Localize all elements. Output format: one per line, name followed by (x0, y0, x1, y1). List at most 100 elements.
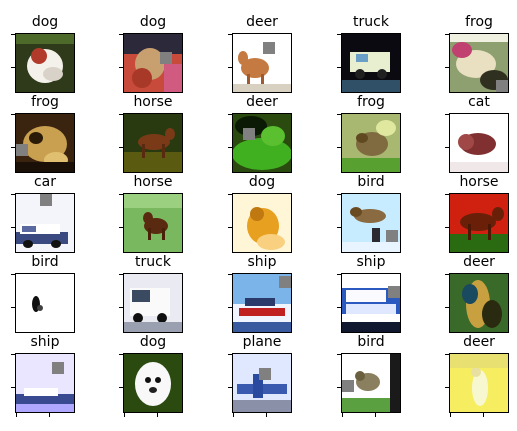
image-label: bird (357, 174, 385, 190)
y-axis-tick (445, 227, 449, 228)
y-axis-tick (337, 227, 341, 228)
y-axis-tick (119, 67, 123, 68)
y-axis-tick (228, 194, 232, 195)
image-content (124, 34, 182, 92)
image-label: cat (468, 94, 490, 110)
y-axis-tick (11, 147, 15, 148)
y-axis-tick (228, 354, 232, 355)
y-axis-tick (445, 307, 449, 308)
image-label: truck (135, 254, 171, 270)
y-axis-tick (228, 147, 232, 148)
y-axis-tick (11, 274, 15, 275)
image-content (233, 354, 291, 412)
image-content (233, 34, 291, 92)
image-thumbnail (15, 113, 75, 173)
image-thumbnail (123, 353, 183, 413)
image-content (233, 274, 291, 332)
x-axis-tick (49, 413, 50, 417)
y-axis-tick (228, 67, 232, 68)
image-thumbnail (123, 273, 183, 333)
image-thumbnail (449, 33, 509, 93)
y-axis-tick (119, 34, 123, 35)
image-content (450, 274, 508, 332)
image-thumbnail (123, 193, 183, 253)
y-axis-tick (11, 194, 15, 195)
occlusion-patch (160, 52, 172, 64)
y-axis-tick (445, 274, 449, 275)
image-thumbnail (449, 273, 509, 333)
y-axis-tick (337, 274, 341, 275)
y-axis-tick (119, 307, 123, 308)
y-axis-tick (337, 387, 341, 388)
y-axis-tick (445, 114, 449, 115)
image-content (342, 114, 400, 172)
y-axis-tick (11, 307, 15, 308)
y-axis-tick (337, 67, 341, 68)
y-axis-tick (119, 147, 123, 148)
y-axis-tick (337, 34, 341, 35)
x-axis-tick (450, 413, 451, 417)
image-content (450, 194, 508, 252)
image-content (450, 114, 508, 172)
occlusion-patch (40, 194, 52, 206)
y-axis-tick (445, 387, 449, 388)
y-axis-tick (11, 34, 15, 35)
x-axis-tick (266, 413, 267, 417)
image-label: dog (139, 14, 167, 30)
y-axis-tick (119, 227, 123, 228)
y-axis-tick (445, 354, 449, 355)
image-content (124, 194, 182, 252)
image-thumbnail (341, 113, 401, 173)
image-label: horse (133, 174, 173, 190)
image-thumbnail (232, 353, 292, 413)
image-label: dog (248, 174, 276, 190)
image-label: ship (247, 254, 277, 270)
image-content (124, 354, 182, 412)
y-axis-tick (228, 307, 232, 308)
y-axis-tick (119, 194, 123, 195)
image-content (16, 194, 74, 252)
x-axis-tick (16, 413, 17, 417)
image-label: deer (246, 94, 278, 110)
x-axis-tick (342, 413, 343, 417)
image-thumbnail (123, 113, 183, 173)
x-axis-tick (483, 413, 484, 417)
occlusion-patch (263, 42, 275, 54)
y-axis-tick (228, 114, 232, 115)
image-label: bird (357, 334, 385, 350)
image-thumbnail (232, 33, 292, 93)
y-axis-tick (228, 227, 232, 228)
image-thumbnail (232, 193, 292, 253)
y-axis-tick (445, 194, 449, 195)
image-label: frog (357, 94, 385, 110)
y-axis-tick (119, 387, 123, 388)
y-axis-tick (11, 387, 15, 388)
x-axis-tick (233, 413, 234, 417)
image-thumbnail (449, 193, 509, 253)
occlusion-patch (386, 230, 398, 242)
image-label: ship (30, 334, 60, 350)
image-thumbnail (341, 353, 401, 413)
image-content (124, 274, 182, 332)
image-content (450, 34, 508, 92)
occlusion-patch (16, 144, 28, 156)
image-label: truck (353, 14, 389, 30)
image-label: horse (459, 174, 499, 190)
y-axis-tick (337, 147, 341, 148)
y-axis-tick (11, 114, 15, 115)
y-axis-tick (445, 147, 449, 148)
image-label: frog (31, 94, 59, 110)
image-thumbnail (15, 193, 75, 253)
y-axis-tick (228, 274, 232, 275)
y-axis-tick (445, 67, 449, 68)
image-label: dog (31, 14, 59, 30)
image-label: car (33, 174, 57, 190)
image-thumbnail (15, 273, 75, 333)
image-content (342, 354, 400, 412)
image-content (450, 354, 508, 412)
image-content (16, 114, 74, 172)
occlusion-patch (243, 128, 255, 140)
image-label: ship (356, 254, 386, 270)
image-thumbnail (232, 273, 292, 333)
